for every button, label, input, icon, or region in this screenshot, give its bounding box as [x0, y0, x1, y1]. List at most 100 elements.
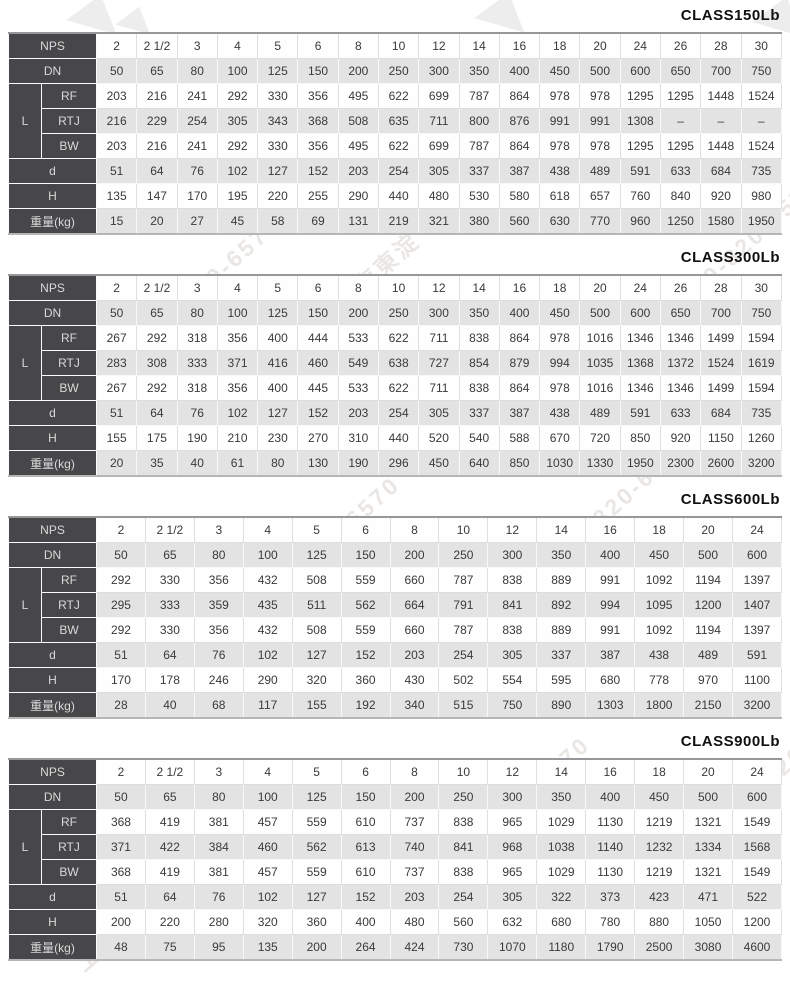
value-cell-d: 337 — [458, 158, 500, 184]
value-cell-weight: 28 — [96, 692, 146, 719]
value-cell-weight: 69 — [297, 208, 339, 235]
value-cell-h: 190 — [176, 425, 218, 451]
row-header-l: L — [8, 567, 42, 643]
value-cell-rf: 978 — [539, 83, 581, 109]
value-cell-nps: 20 — [683, 758, 733, 785]
value-cell-rf: 356 — [216, 325, 259, 351]
value-cell-rf: 292 — [96, 567, 146, 593]
value-cell-rtj: 638 — [377, 350, 420, 376]
value-cell-rtj: 991 — [579, 108, 621, 134]
value-cell-h: 530 — [458, 183, 500, 209]
value-cell-dn: 65 — [144, 542, 195, 568]
value-cell-h: 230 — [257, 425, 299, 451]
value-cell-nps: 4 — [242, 516, 293, 543]
value-cell-rtj: 254 — [176, 108, 218, 134]
row-header-rtj: RTJ — [41, 350, 97, 376]
value-cell-nps: 5 — [291, 516, 342, 543]
value-cell-bw: 318 — [176, 375, 218, 401]
spec-table-class300: NPS 2 2 1/2 3 4 5 6 8 10 12 14 16 18 20 24 26 28 30 DN 50 65… — [8, 274, 782, 477]
value-cell-d: 127 — [257, 158, 299, 184]
value-cell-nps: 14 — [536, 516, 587, 543]
value-cell-bw: 1092 — [634, 617, 685, 643]
table-row-rtj: RTJ 216 229 254 305 343 368 508 635 711 800 876 991 9… — [9, 108, 782, 134]
value-cell-bw: 864 — [498, 133, 541, 159]
table-row-rf: L RF 368 419 381 457 559 610 737 838 965 1029 1130 12… — [8, 809, 783, 885]
value-cell-dn: 350 — [536, 784, 587, 810]
value-cell-bw: 356 — [216, 375, 259, 401]
value-cell-d: 373 — [585, 884, 636, 910]
value-cell-d: 591 — [731, 642, 783, 668]
value-cell-h: 178 — [144, 667, 195, 693]
value-cell-rf: 444 — [297, 325, 339, 351]
value-cell-rf: 381 — [193, 809, 244, 835]
table-row-bw: BW 292 330 356 432 508 559 660 787 838 889 991 1092 1… — [9, 617, 783, 643]
value-cell-bw: 1130 — [585, 859, 636, 885]
value-cell-dn: 650 — [659, 58, 702, 84]
value-cell-weight: 192 — [340, 692, 391, 719]
value-cell-weight: 1950 — [740, 208, 782, 235]
value-cell-weight: 155 — [291, 692, 342, 719]
value-cell-nps: 10 — [438, 758, 489, 785]
value-cell-d: 76 — [176, 158, 218, 184]
row-header-rf: RF — [41, 83, 97, 109]
value-cell-nps: 28 — [700, 274, 742, 301]
value-cell-rtj: 229 — [136, 108, 178, 134]
value-cell-h: 880 — [634, 909, 685, 935]
value-cell-dn: 250 — [377, 300, 420, 326]
value-cell-d: 102 — [216, 400, 259, 426]
value-cell-weight: 48 — [96, 934, 146, 961]
value-cell-dn: 50 — [96, 542, 146, 568]
value-cell-rtj: 879 — [498, 350, 541, 376]
table-row-weight: 重量(kg) 28 40 68 117 155 192 340 515 750 890 1303 180… — [8, 692, 783, 719]
value-cell-rtj: 876 — [498, 108, 541, 134]
value-cell-rf: 1092 — [634, 567, 685, 593]
table-row-rtj: RTJ 283 308 333 371 416 460 549 638 727 854 879 994 1… — [9, 350, 782, 376]
spec-table-class900: NPS 2 2 1/2 3 4 5 6 8 10 12 14 16 18 20 24 DN 50 65 80 100 1… — [8, 758, 783, 961]
value-cell-nps: 6 — [297, 32, 339, 59]
value-cell-rf: 1029 — [536, 809, 587, 835]
value-cell-nps: 16 — [498, 32, 541, 59]
value-cell-d: 489 — [579, 400, 621, 426]
value-cell-d: 735 — [740, 158, 782, 184]
value-cell-weight: 515 — [438, 692, 489, 719]
value-cell-h: 970 — [683, 667, 733, 693]
value-cell-weight: 20 — [136, 208, 178, 235]
value-cell-h: 850 — [619, 425, 661, 451]
value-cell-nps: 3 — [176, 274, 218, 301]
value-cell-bw: 711 — [418, 375, 460, 401]
value-cell-dn: 100 — [216, 58, 259, 84]
value-cell-dn: 100 — [242, 784, 293, 810]
value-cell-dn: 700 — [700, 58, 742, 84]
value-cell-weight: 95 — [193, 934, 244, 961]
value-cell-rf: 864 — [498, 325, 541, 351]
value-cell-weight: 40 — [176, 450, 218, 477]
value-cell-nps: 30 — [740, 32, 782, 59]
value-cell-rtj: 968 — [487, 834, 538, 860]
value-cell-rtj: 343 — [257, 108, 299, 134]
class150-block: CLASS150Lb NPS 2 2 1/2 3 4 5 6 8 10 12 14 16 18 20 24 2… — [8, 5, 782, 235]
row-header-rf: RF — [41, 567, 97, 593]
row-header-rf: RF — [41, 809, 97, 835]
value-cell-nps: 26 — [659, 274, 702, 301]
value-cell-rf: 978 — [579, 83, 621, 109]
value-cell-bw: 419 — [144, 859, 195, 885]
value-cell-h: 657 — [579, 183, 621, 209]
value-cell-nps: 18 — [634, 758, 685, 785]
value-cell-rf: 889 — [536, 567, 587, 593]
value-cell-dn: 100 — [242, 542, 293, 568]
value-cell-bw: 292 — [136, 375, 178, 401]
value-cell-nps: 2 1/2 — [144, 516, 195, 543]
value-cell-rtj: 295 — [96, 592, 146, 618]
value-cell-dn: 600 — [619, 300, 661, 326]
row-header-dn: DN — [8, 784, 97, 810]
value-cell-d: 203 — [337, 158, 379, 184]
value-cell-dn: 250 — [377, 58, 420, 84]
value-cell-bw: 368 — [96, 859, 146, 885]
value-cell-rtj: 711 — [418, 108, 460, 134]
value-cell-h: 720 — [579, 425, 621, 451]
row-header-nps: NPS — [8, 274, 97, 301]
value-cell-rtj: 460 — [242, 834, 293, 860]
row-header-bw: BW — [41, 133, 97, 159]
table-row-weight: 重量(kg) 15 20 27 45 58 69 131 219 321 380 560 630 770 9… — [8, 208, 782, 235]
value-cell-h: 440 — [377, 183, 420, 209]
